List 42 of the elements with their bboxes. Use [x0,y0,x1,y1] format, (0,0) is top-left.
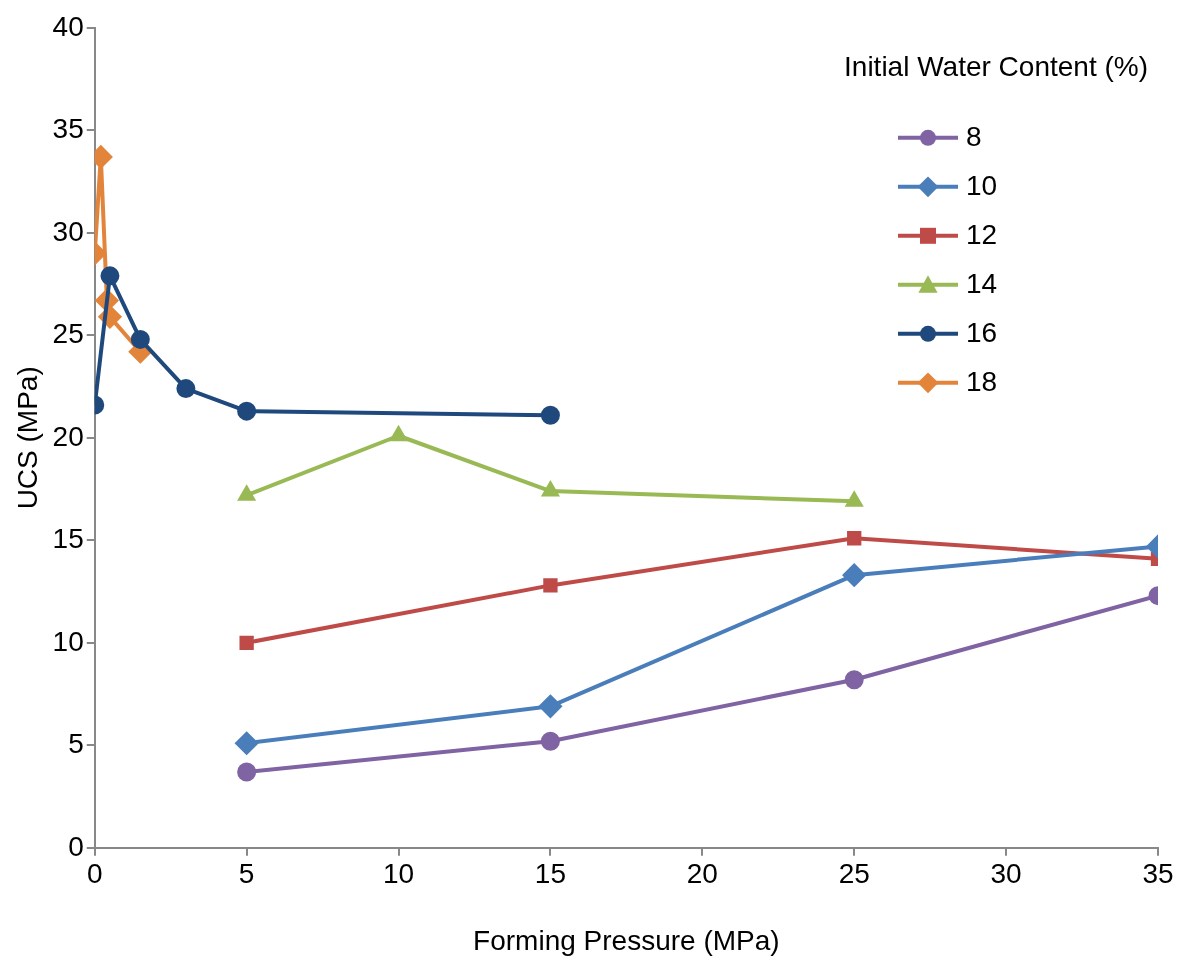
point [390,426,407,442]
x-tick-label: 35 [1142,858,1174,890]
legend-label: 14 [966,267,998,299]
point [237,401,257,421]
point [130,329,150,349]
x-tick-label: 10 [382,858,415,890]
point [100,266,120,286]
point [844,670,864,690]
point [239,635,254,650]
point [176,379,196,399]
y-tick-label: 20 [52,420,84,452]
point [540,405,560,425]
point [238,485,256,501]
legend-label: 10 [966,169,998,201]
y-axis-title: UCS (MPa) [11,366,43,510]
point [847,531,862,546]
legend-label: 8 [966,120,982,152]
point [540,731,560,751]
legend-label: 18 [966,365,998,397]
y-tick-label: 15 [52,523,84,555]
legend-label: 12 [966,218,998,250]
point [543,578,558,593]
point [235,731,259,755]
y-tick-label: 5 [68,728,84,760]
y-tick-label: 40 [52,10,84,42]
x-axis-title: Forming Pressure (MPa) [473,924,780,956]
y-tick-label: 25 [52,318,84,350]
x-tick-label: 5 [238,858,255,890]
x-tick-label: 25 [838,858,870,890]
legend-title: Initial Water Content (%) [844,50,1148,82]
y-tick-label: 30 [52,215,84,247]
x-tick-label: 30 [990,858,1022,890]
y-tick-label: 10 [52,625,84,657]
y-tick-label: 0 [68,830,84,862]
y-tick-label: 35 [52,113,84,145]
point [538,694,562,718]
point [237,762,257,782]
point [542,481,559,497]
point [842,563,866,587]
legend-label: 16 [966,316,998,348]
x-tick-label: 20 [686,858,718,890]
x-tick-label: 15 [534,858,566,890]
